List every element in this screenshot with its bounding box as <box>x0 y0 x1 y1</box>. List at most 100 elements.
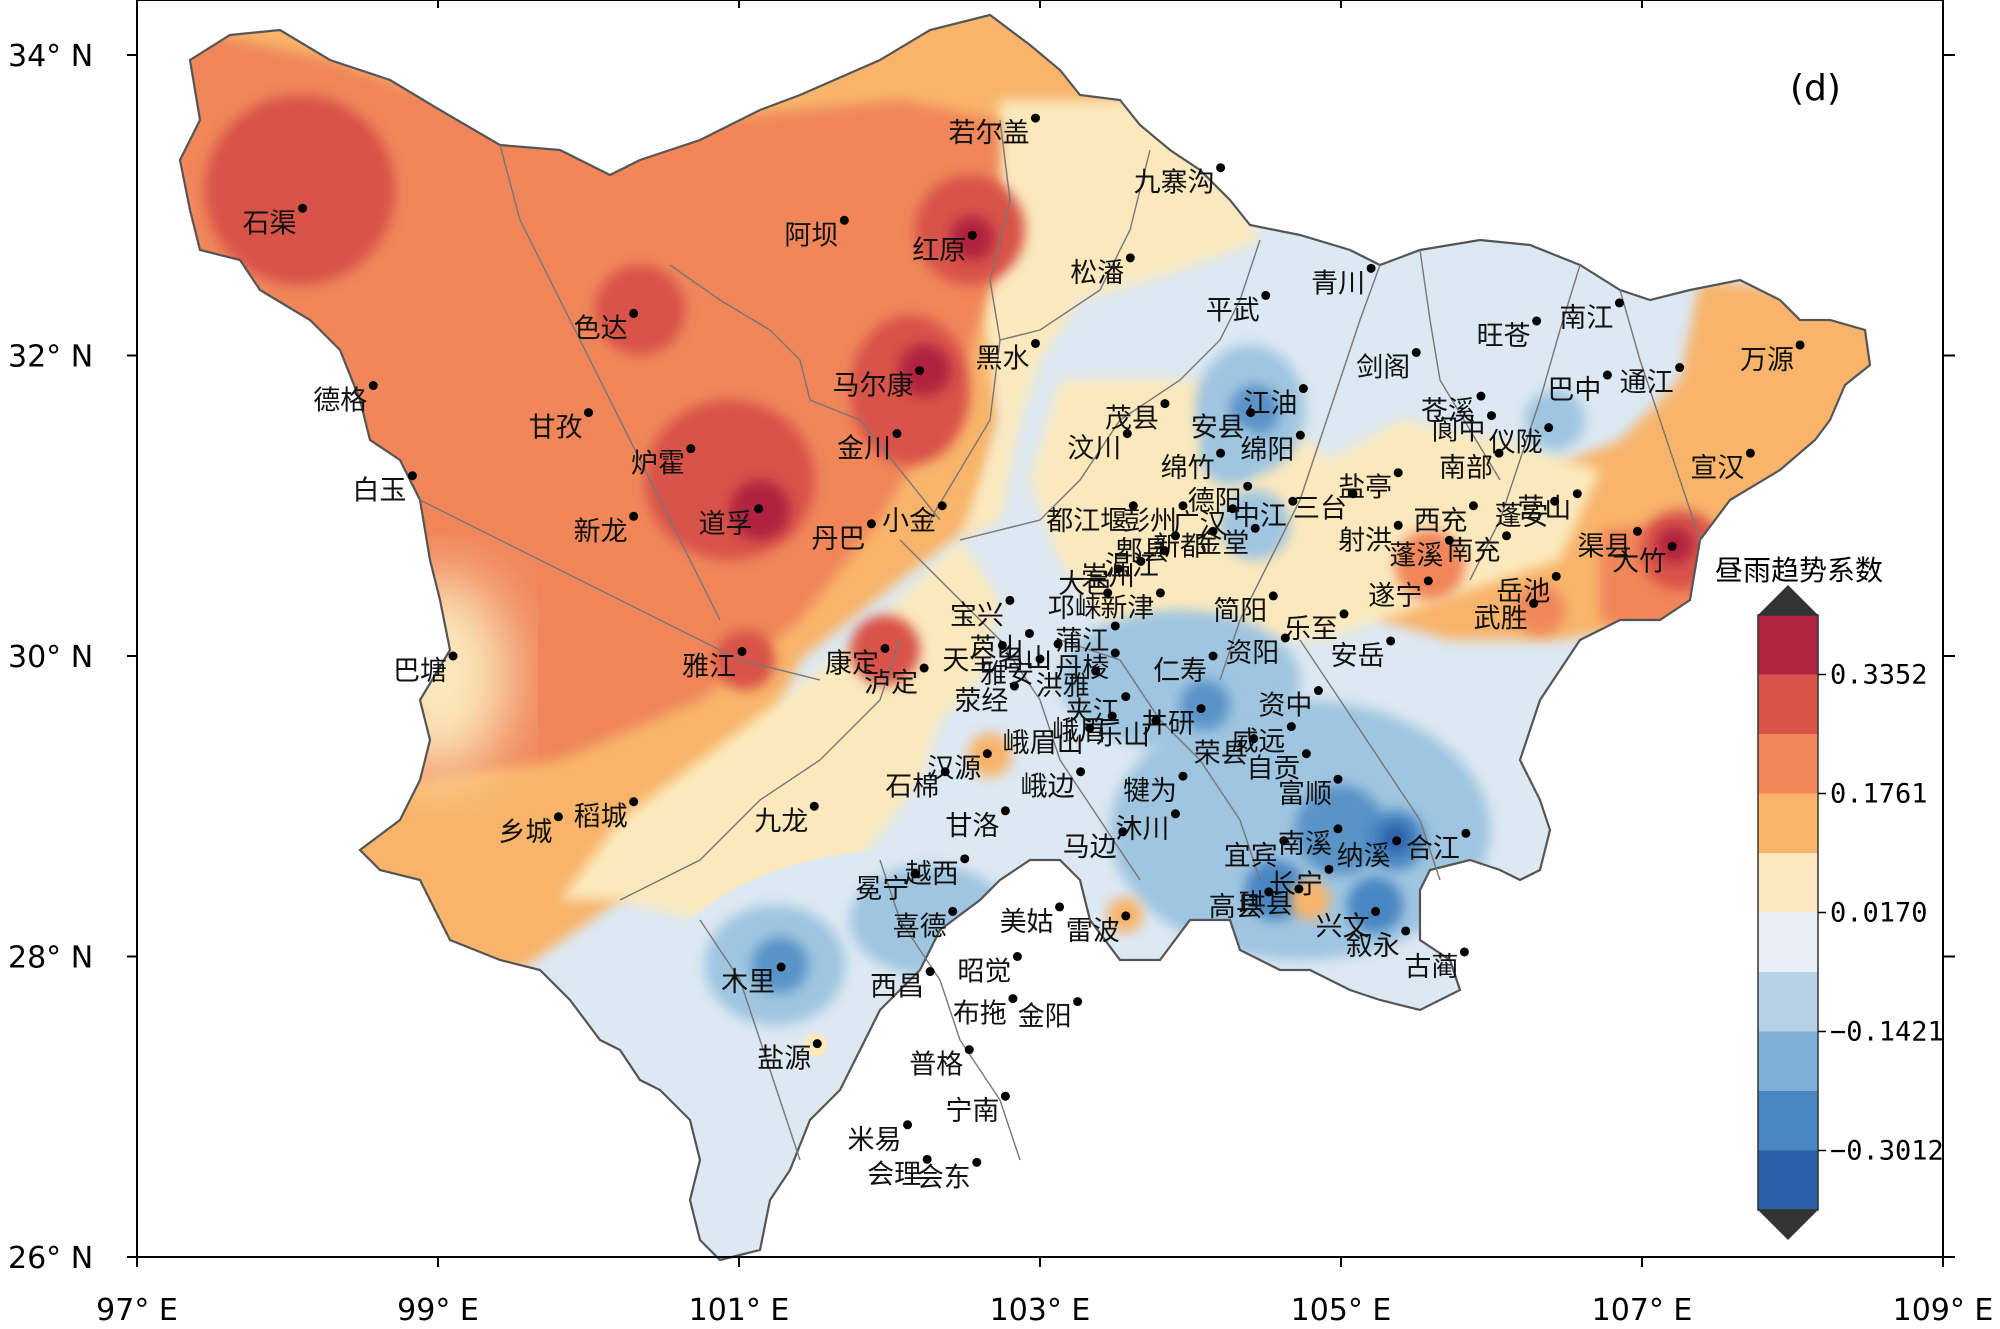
colorbar-tick-label: 0.0170 <box>1830 898 1928 929</box>
station-label: 汉源 <box>927 754 981 785</box>
station-dot <box>1122 429 1132 439</box>
colorbar-tick-label: −0.3012 <box>1830 1136 1944 1167</box>
station-label: 宁南 <box>945 1096 999 1127</box>
station-dot <box>1024 628 1034 638</box>
station-label: 马尔康 <box>833 371 914 402</box>
station-dot <box>1246 408 1256 418</box>
station-dot <box>629 308 639 318</box>
station-label: 兴文 <box>1316 911 1370 942</box>
station-dot <box>903 1120 913 1130</box>
station-label: 雷波 <box>1066 916 1120 947</box>
station-dot <box>915 366 925 376</box>
station-label: 青川 <box>1311 268 1365 299</box>
station-dot <box>1121 692 1131 702</box>
station-dot <box>919 663 929 673</box>
hotspot-maerkang-core <box>899 344 951 396</box>
station-dot <box>1393 468 1403 478</box>
station-label: 岳池 <box>1496 576 1550 607</box>
station-dot <box>960 854 970 864</box>
station-dot <box>1494 448 1504 458</box>
station-dot <box>1121 911 1131 921</box>
station-dot <box>1532 316 1542 326</box>
station-label: 红原 <box>912 235 966 266</box>
lat-tick-label: 26° N <box>8 1241 93 1276</box>
station-label: 夹江 <box>1066 697 1120 728</box>
coolspot-gaoxian <box>1245 860 1305 920</box>
station-label: 南溪 <box>1278 829 1332 860</box>
lat-tick-label: 28° N <box>8 941 93 976</box>
station-dot <box>1055 902 1065 912</box>
station-dot <box>1196 704 1206 714</box>
station-label: 喜德 <box>893 911 947 942</box>
hotspot-yajiang <box>715 630 775 690</box>
station-label: 三台 <box>1293 494 1347 525</box>
station-dot <box>1243 481 1253 491</box>
station-label: 德格 <box>313 386 367 417</box>
station-label: 巴中 <box>1547 375 1601 406</box>
station-label: 稻城 <box>574 802 628 833</box>
station-label: 石渠 <box>243 208 297 239</box>
station-label: 丹棱 <box>1055 653 1109 684</box>
station-dot <box>1459 947 1469 957</box>
station-dot <box>1675 363 1685 373</box>
station-dot <box>1261 290 1271 300</box>
colorbar-ticks: 0.3352 0.1761 0.0170 −0.1421 −0.3012 <box>1818 660 1944 1167</box>
station-dot <box>1544 423 1554 433</box>
station-label: 合江 <box>1406 833 1460 864</box>
coolspot-deyang <box>1200 425 1260 485</box>
station-label: 米易 <box>848 1125 902 1156</box>
county-line-3 <box>999 149 1151 341</box>
county-line-7 <box>899 539 1141 881</box>
county-line-5 <box>1219 264 1381 681</box>
station-dot <box>1170 809 1180 819</box>
station-label: 芦山 <box>969 633 1023 664</box>
station-label: 阆中 <box>1432 416 1486 447</box>
lat-tick-label: 30° N <box>8 640 93 675</box>
station-dot <box>1529 598 1539 608</box>
station-label: 会理 <box>867 1159 921 1190</box>
station-dot <box>1280 633 1290 643</box>
station-dot <box>1085 723 1095 733</box>
station-label: 布拖 <box>953 999 1007 1030</box>
station-label: 仁寿 <box>1153 656 1207 687</box>
station-dot <box>1178 771 1188 781</box>
station-dot <box>1160 546 1170 556</box>
station-label: 洪雅 <box>1036 671 1090 702</box>
station-label: 绵阳 <box>1240 435 1294 466</box>
station-dot <box>1393 520 1403 530</box>
station-dot <box>1468 501 1478 511</box>
station-label: 崇州 <box>1081 561 1135 592</box>
station-label: 中江 <box>1233 501 1287 532</box>
station-dot <box>1333 774 1343 784</box>
station-label: 威远 <box>1231 727 1285 758</box>
station-label: 宝兴 <box>950 600 1004 631</box>
county-line-4 <box>959 239 1261 541</box>
station-label: 黑水 <box>975 343 1029 374</box>
station-label: 乐山 <box>1096 721 1150 752</box>
station-label: 普格 <box>909 1050 963 1081</box>
station-label: 绵竹 <box>1161 453 1215 484</box>
station-dot <box>686 444 696 454</box>
county-line-11 <box>1059 639 1261 881</box>
station-label: 乡城 <box>498 817 552 848</box>
lon-tick-label: 103° E <box>990 1293 1091 1328</box>
station-dot <box>1288 496 1298 506</box>
colorbar-top-arrow <box>1758 585 1818 615</box>
station-dot <box>1125 253 1135 263</box>
station-dot <box>1073 997 1083 1007</box>
county-line-13 <box>499 144 721 621</box>
lon-tick-label: 107° E <box>1592 1293 1693 1328</box>
station-label: 雅江 <box>682 651 736 682</box>
station-label: 宣汉 <box>1690 453 1744 484</box>
station-label: 天全 <box>942 645 996 676</box>
station-dot <box>584 408 593 418</box>
station-dot <box>866 519 876 529</box>
colorbar: 昼雨趋势系数 0.3352 0.1761 0.0170 −0.1421 −0.3012 <box>1715 554 1944 1240</box>
station-dot <box>1264 887 1274 897</box>
station-dot <box>1170 531 1180 541</box>
station-label: 泸定 <box>864 668 918 699</box>
station-label: 叙永 <box>1346 931 1400 962</box>
station-label: 荥经 <box>954 686 1008 717</box>
station-dot <box>1286 722 1296 732</box>
colorbar-swatches <box>1757 585 1819 1240</box>
